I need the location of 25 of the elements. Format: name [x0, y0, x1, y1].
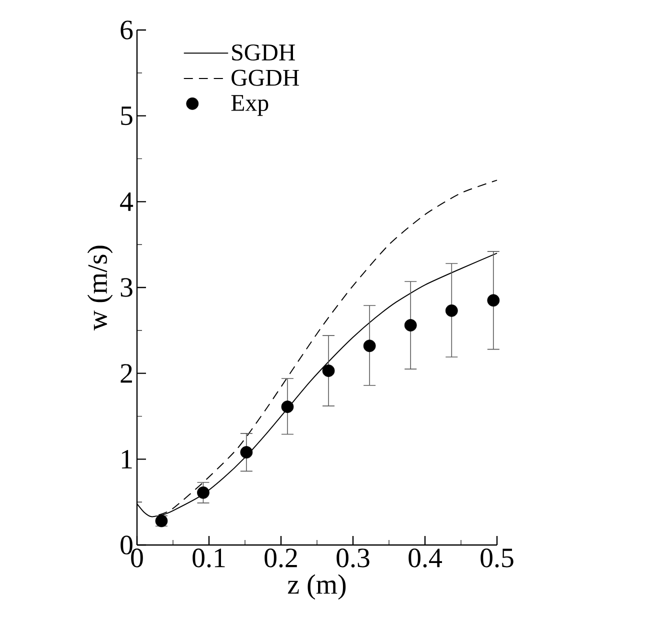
y-tick-label: 6	[120, 20, 133, 40]
y-tick-label: 5	[121, 106, 132, 126]
legend-label: Exp	[231, 95, 268, 116]
y-tick-label: 1	[122, 450, 132, 468]
y-axis-title: w (m/s)	[87, 246, 113, 330]
x-tick-label: 0.3	[336, 548, 370, 568]
point	[487, 294, 500, 307]
x-tick-label: 0.1	[192, 548, 225, 568]
point	[322, 364, 335, 377]
legend-label: SGDH	[232, 44, 295, 61]
legend-label: GGDH	[232, 70, 299, 86]
x-axis-title: z (m)	[288, 574, 346, 600]
y-tick-label: 2	[120, 364, 132, 383]
point	[363, 340, 376, 352]
point	[240, 446, 253, 458]
x-tick-label: 0.5	[480, 548, 514, 568]
point	[445, 304, 458, 317]
y-tick-label: 3	[120, 278, 132, 297]
point	[281, 400, 294, 414]
y-tick-label: 4	[120, 192, 134, 211]
x-tick-label: 0.4	[408, 548, 442, 568]
point	[197, 486, 210, 499]
x-tick-label: 0.2	[264, 548, 297, 568]
y-tick-label: 0	[120, 536, 132, 554]
point	[404, 319, 417, 332]
